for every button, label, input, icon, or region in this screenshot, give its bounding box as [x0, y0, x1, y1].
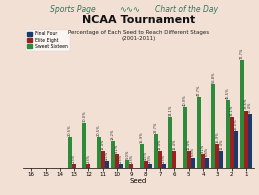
Bar [230, 117, 234, 168]
Bar [154, 134, 158, 168]
Text: 72.7%: 72.7% [240, 48, 244, 59]
Bar [226, 100, 230, 168]
Bar [97, 137, 101, 168]
Text: 38.6%: 38.6% [244, 98, 248, 109]
Bar [68, 137, 72, 168]
Bar [244, 111, 248, 168]
Bar [111, 141, 115, 168]
Bar [197, 97, 201, 168]
Text: 15.9%: 15.9% [140, 131, 144, 143]
X-axis label: Seed: Seed [130, 178, 147, 184]
Text: (2001-2011): (2001-2011) [121, 36, 156, 41]
Title: NCAA Tournament: NCAA Tournament [82, 15, 195, 25]
Text: Percentage of Each Seed to Reach Different Stages: Percentage of Each Seed to Reach Differe… [68, 30, 209, 35]
Text: 2.3%: 2.3% [130, 154, 133, 163]
Text: 40.9%: 40.9% [183, 94, 187, 106]
Text: 4.5%: 4.5% [144, 151, 148, 160]
Bar [172, 151, 176, 168]
Bar [140, 144, 144, 168]
Text: 2.3%: 2.3% [119, 154, 123, 163]
Text: 56.8%: 56.8% [211, 71, 215, 82]
Bar [219, 151, 223, 168]
Bar [115, 154, 119, 168]
Text: 45.5%: 45.5% [226, 88, 230, 99]
Text: 6.8%: 6.8% [205, 147, 209, 156]
Text: 11.4%: 11.4% [219, 138, 223, 150]
Text: 36.4%: 36.4% [248, 101, 252, 113]
Text: 30.0%: 30.0% [82, 111, 87, 122]
Text: 25.0%: 25.0% [234, 118, 238, 129]
Bar [191, 158, 195, 168]
Text: 11.4%: 11.4% [158, 138, 162, 150]
Text: 11.4%: 11.4% [187, 138, 191, 150]
Bar [125, 160, 130, 168]
Bar [215, 144, 219, 168]
Text: 6.8%: 6.8% [191, 147, 195, 156]
Text: 5.0%: 5.0% [125, 150, 130, 159]
Bar [234, 131, 238, 168]
Text: 11.4%: 11.4% [172, 138, 176, 150]
Text: 47.7%: 47.7% [197, 85, 201, 96]
Bar [72, 164, 76, 168]
Text: 20.5%: 20.5% [68, 125, 72, 136]
Bar [183, 107, 187, 168]
Text: Chart of the Day: Chart of the Day [155, 5, 218, 14]
Bar [158, 151, 162, 168]
Text: 2.3%: 2.3% [87, 154, 90, 163]
Text: 11.4%: 11.4% [101, 138, 105, 150]
Text: 22.7%: 22.7% [154, 122, 158, 133]
Bar [201, 154, 205, 168]
Text: Sports Page: Sports Page [50, 5, 95, 14]
Bar [248, 114, 252, 168]
Bar [87, 164, 90, 168]
Bar [187, 151, 191, 168]
Text: 2.3%: 2.3% [148, 154, 152, 163]
Text: 20.5%: 20.5% [97, 125, 101, 136]
Bar [105, 161, 109, 168]
Bar [144, 161, 148, 168]
Bar [168, 117, 172, 168]
Bar [119, 164, 123, 168]
Text: ∿∿∿: ∿∿∿ [119, 5, 140, 14]
Text: 2.3%: 2.3% [72, 154, 76, 163]
Text: 34.1%: 34.1% [168, 105, 172, 116]
Text: 34.1%: 34.1% [230, 105, 234, 116]
Bar [240, 60, 244, 168]
Bar [162, 164, 166, 168]
Bar [148, 164, 152, 168]
Bar [101, 151, 105, 168]
Bar [211, 84, 215, 168]
Text: 18.2%: 18.2% [111, 128, 115, 140]
Legend: Final Four, Elite Eight, Sweet Sixteen: Final Four, Elite Eight, Sweet Sixteen [26, 30, 70, 51]
Text: 9.1%: 9.1% [201, 144, 205, 153]
Text: 4.5%: 4.5% [105, 151, 109, 160]
Bar [130, 164, 133, 168]
Text: 9.1%: 9.1% [115, 144, 119, 153]
Bar [205, 158, 209, 168]
Bar [82, 123, 87, 168]
Text: 15.9%: 15.9% [215, 131, 219, 143]
Text: 2.3%: 2.3% [162, 154, 166, 163]
